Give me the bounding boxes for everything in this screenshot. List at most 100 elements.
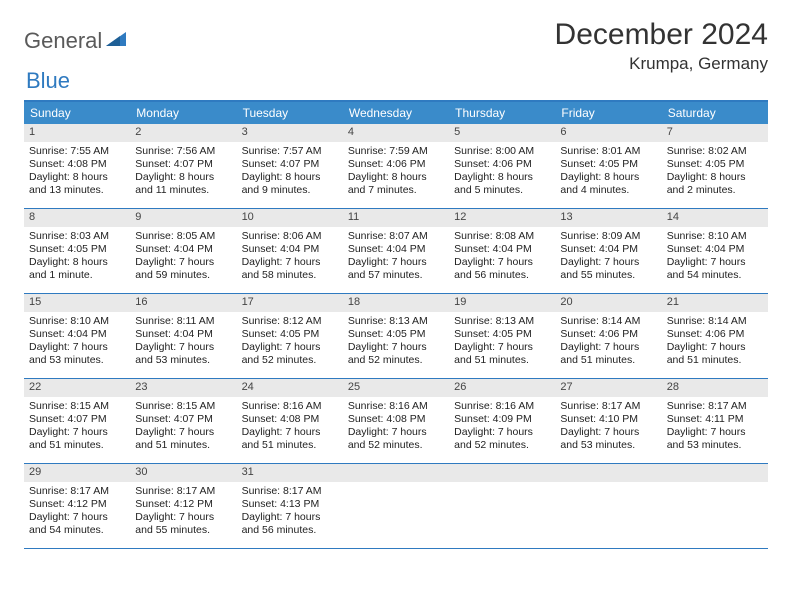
- day-ss: Sunset: 4:04 PM: [242, 243, 338, 256]
- day-sr: Sunrise: 8:16 AM: [454, 400, 550, 413]
- day-body: Sunrise: 8:02 AMSunset: 4:05 PMDaylight:…: [662, 142, 768, 203]
- day-d1: Daylight: 7 hours: [560, 426, 656, 439]
- day-ss: Sunset: 4:04 PM: [667, 243, 763, 256]
- day-number: 28: [662, 379, 768, 397]
- day-d2: and 55 minutes.: [135, 524, 231, 537]
- brand-triangle-icon: [106, 30, 128, 53]
- day-ss: Sunset: 4:04 PM: [135, 328, 231, 341]
- day-sr: Sunrise: 8:12 AM: [242, 315, 338, 328]
- day-d1: Daylight: 7 hours: [29, 341, 125, 354]
- day-sr: Sunrise: 8:08 AM: [454, 230, 550, 243]
- day-d1: Daylight: 7 hours: [135, 426, 231, 439]
- day-d2: and 54 minutes.: [667, 269, 763, 282]
- day-cell: 15Sunrise: 8:10 AMSunset: 4:04 PMDayligh…: [24, 294, 130, 378]
- day-body: Sunrise: 8:01 AMSunset: 4:05 PMDaylight:…: [555, 142, 661, 203]
- day-body: [449, 482, 555, 490]
- day-ss: Sunset: 4:07 PM: [29, 413, 125, 426]
- day-d2: and 51 minutes.: [29, 439, 125, 452]
- day-d2: and 53 minutes.: [560, 439, 656, 452]
- brand-text-general: General: [24, 28, 102, 54]
- day-sr: Sunrise: 8:09 AM: [560, 230, 656, 243]
- day-ss: Sunset: 4:05 PM: [560, 158, 656, 171]
- day-d1: Daylight: 7 hours: [667, 426, 763, 439]
- day-sr: Sunrise: 8:06 AM: [242, 230, 338, 243]
- day-d1: Daylight: 8 hours: [29, 171, 125, 184]
- day-number: 11: [343, 209, 449, 227]
- day-number: 18: [343, 294, 449, 312]
- day-d1: Daylight: 7 hours: [135, 256, 231, 269]
- day-cell: 31Sunrise: 8:17 AMSunset: 4:13 PMDayligh…: [237, 464, 343, 548]
- day-d2: and 56 minutes.: [454, 269, 550, 282]
- day-cell: [662, 464, 768, 548]
- day-body: Sunrise: 7:59 AMSunset: 4:06 PMDaylight:…: [343, 142, 449, 203]
- day-d2: and 57 minutes.: [348, 269, 444, 282]
- dow-header: Sunday Monday Tuesday Wednesday Thursday…: [24, 102, 768, 124]
- day-sr: Sunrise: 7:59 AM: [348, 145, 444, 158]
- day-body: Sunrise: 8:15 AMSunset: 4:07 PMDaylight:…: [130, 397, 236, 458]
- day-sr: Sunrise: 8:17 AM: [135, 485, 231, 498]
- day-body: Sunrise: 8:10 AMSunset: 4:04 PMDaylight:…: [662, 227, 768, 288]
- day-sr: Sunrise: 8:03 AM: [29, 230, 125, 243]
- day-cell: 9Sunrise: 8:05 AMSunset: 4:04 PMDaylight…: [130, 209, 236, 293]
- day-cell: 11Sunrise: 8:07 AMSunset: 4:04 PMDayligh…: [343, 209, 449, 293]
- day-d2: and 1 minute.: [29, 269, 125, 282]
- day-d1: Daylight: 7 hours: [29, 426, 125, 439]
- day-d2: and 4 minutes.: [560, 184, 656, 197]
- day-body: Sunrise: 8:17 AMSunset: 4:10 PMDaylight:…: [555, 397, 661, 458]
- day-d2: and 2 minutes.: [667, 184, 763, 197]
- day-d1: Daylight: 7 hours: [560, 256, 656, 269]
- day-body: Sunrise: 8:00 AMSunset: 4:06 PMDaylight:…: [449, 142, 555, 203]
- day-d2: and 56 minutes.: [242, 524, 338, 537]
- day-number: 25: [343, 379, 449, 397]
- day-number: 13: [555, 209, 661, 227]
- day-d2: and 51 minutes.: [454, 354, 550, 367]
- day-body: Sunrise: 8:17 AMSunset: 4:13 PMDaylight:…: [237, 482, 343, 543]
- day-sr: Sunrise: 8:14 AM: [560, 315, 656, 328]
- day-sr: Sunrise: 8:07 AM: [348, 230, 444, 243]
- calendar: Sunday Monday Tuesday Wednesday Thursday…: [24, 100, 768, 549]
- day-ss: Sunset: 4:06 PM: [454, 158, 550, 171]
- day-body: [555, 482, 661, 490]
- day-body: Sunrise: 8:07 AMSunset: 4:04 PMDaylight:…: [343, 227, 449, 288]
- day-body: Sunrise: 8:09 AMSunset: 4:04 PMDaylight:…: [555, 227, 661, 288]
- dow-sunday: Sunday: [24, 102, 130, 124]
- day-ss: Sunset: 4:11 PM: [667, 413, 763, 426]
- day-ss: Sunset: 4:05 PM: [667, 158, 763, 171]
- day-ss: Sunset: 4:08 PM: [348, 413, 444, 426]
- day-cell: [343, 464, 449, 548]
- day-d2: and 55 minutes.: [560, 269, 656, 282]
- day-cell: [555, 464, 661, 548]
- day-ss: Sunset: 4:04 PM: [135, 243, 231, 256]
- day-ss: Sunset: 4:05 PM: [348, 328, 444, 341]
- day-body: Sunrise: 8:13 AMSunset: 4:05 PMDaylight:…: [449, 312, 555, 373]
- day-body: Sunrise: 8:16 AMSunset: 4:09 PMDaylight:…: [449, 397, 555, 458]
- day-d2: and 53 minutes.: [135, 354, 231, 367]
- day-d1: Daylight: 8 hours: [667, 171, 763, 184]
- day-sr: Sunrise: 8:16 AM: [242, 400, 338, 413]
- day-sr: Sunrise: 8:00 AM: [454, 145, 550, 158]
- day-cell: 21Sunrise: 8:14 AMSunset: 4:06 PMDayligh…: [662, 294, 768, 378]
- day-ss: Sunset: 4:06 PM: [667, 328, 763, 341]
- day-d1: Daylight: 8 hours: [348, 171, 444, 184]
- day-body: Sunrise: 8:14 AMSunset: 4:06 PMDaylight:…: [662, 312, 768, 373]
- day-body: Sunrise: 8:06 AMSunset: 4:04 PMDaylight:…: [237, 227, 343, 288]
- title-block: December 2024 Krumpa, Germany: [555, 18, 768, 74]
- day-number: 10: [237, 209, 343, 227]
- day-number: 27: [555, 379, 661, 397]
- day-ss: Sunset: 4:04 PM: [560, 243, 656, 256]
- day-d1: Daylight: 8 hours: [29, 256, 125, 269]
- day-body: Sunrise: 8:12 AMSunset: 4:05 PMDaylight:…: [237, 312, 343, 373]
- dow-thursday: Thursday: [449, 102, 555, 124]
- day-d2: and 7 minutes.: [348, 184, 444, 197]
- day-body: Sunrise: 8:17 AMSunset: 4:12 PMDaylight:…: [24, 482, 130, 543]
- day-ss: Sunset: 4:04 PM: [348, 243, 444, 256]
- day-number: 15: [24, 294, 130, 312]
- dow-tuesday: Tuesday: [237, 102, 343, 124]
- day-body: Sunrise: 8:17 AMSunset: 4:12 PMDaylight:…: [130, 482, 236, 543]
- day-number: 21: [662, 294, 768, 312]
- day-sr: Sunrise: 8:17 AM: [667, 400, 763, 413]
- day-d1: Daylight: 7 hours: [348, 256, 444, 269]
- day-sr: Sunrise: 8:01 AM: [560, 145, 656, 158]
- day-body: Sunrise: 8:03 AMSunset: 4:05 PMDaylight:…: [24, 227, 130, 288]
- brand-logo: General: [24, 18, 130, 54]
